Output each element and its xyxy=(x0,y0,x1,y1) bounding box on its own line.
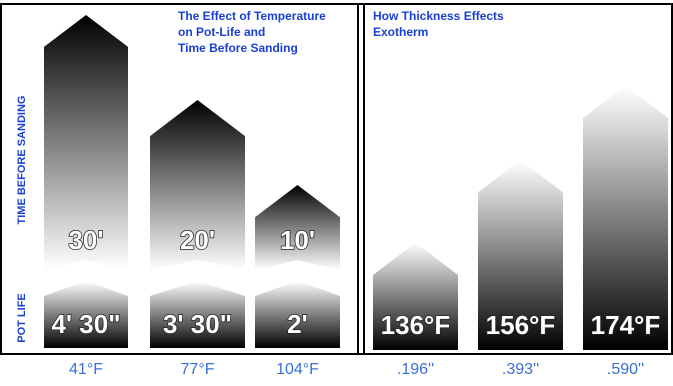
bar xyxy=(373,242,458,350)
frame xyxy=(0,3,673,355)
bar xyxy=(583,85,668,351)
panel-title: The Effect of Temperature xyxy=(178,9,326,23)
x-tick-label: .393'' xyxy=(502,361,539,378)
bar xyxy=(150,100,245,270)
pot-life-label: 2' xyxy=(287,309,308,339)
panel-title: How Thickness Effects xyxy=(373,9,504,23)
x-tick-label: 41°F xyxy=(69,361,103,378)
bar xyxy=(44,15,128,270)
value-label: 156°F xyxy=(486,310,556,340)
panel-title: on Pot-Life and xyxy=(178,25,265,39)
value-label: 10' xyxy=(280,225,315,255)
x-tick-label: .196'' xyxy=(397,361,434,378)
pot-life-label: 3' 30" xyxy=(163,309,232,339)
value-label: 30' xyxy=(68,225,103,255)
pot-life-box xyxy=(150,281,245,348)
bar xyxy=(255,185,340,270)
panel-title: Exotherm xyxy=(373,25,428,39)
pot-life-box xyxy=(44,281,128,348)
pot-life-axis-label: POT LIFE xyxy=(16,293,28,343)
value-label: 136°F xyxy=(381,310,451,340)
bar xyxy=(478,160,563,350)
pot-life-label: 4' 30" xyxy=(51,309,120,339)
panel-title: Time Before Sanding xyxy=(178,41,298,55)
x-tick-label: 77°F xyxy=(181,361,215,378)
value-label: 174°F xyxy=(591,310,661,340)
pot-life-box xyxy=(255,281,340,348)
x-tick-label: 104°F xyxy=(276,361,319,378)
y-axis-label: TIME BEFORE SANDING xyxy=(16,96,28,225)
value-label: 20' xyxy=(180,225,215,255)
x-tick-label: .590'' xyxy=(607,361,644,378)
